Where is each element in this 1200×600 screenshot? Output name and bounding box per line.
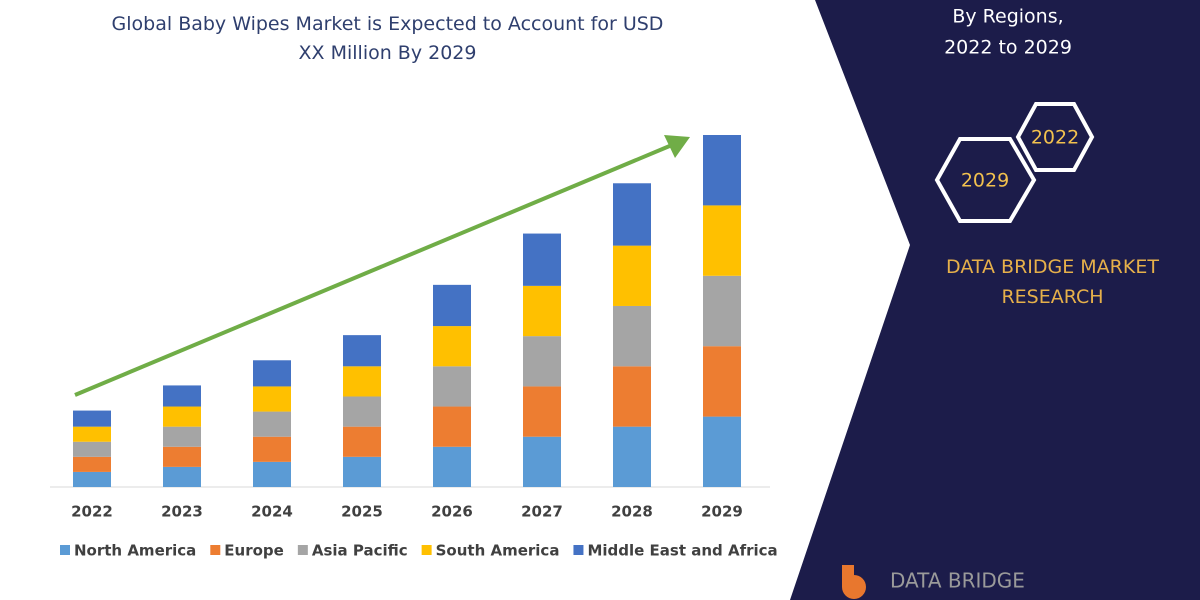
badge: 2022 (1031, 127, 1079, 149)
badge: 2029 (961, 170, 1009, 192)
bar-segment (523, 336, 561, 387)
bar-segment (523, 285, 561, 337)
bar-segment (163, 385, 201, 407)
bar-segment (343, 335, 381, 367)
legend-label: Middle East and Africa (587, 542, 777, 560)
bar-segment (523, 386, 561, 437)
bar-segment (613, 183, 651, 246)
x-tick-label: 2022 (71, 503, 113, 521)
legend-swatch (421, 545, 432, 555)
bar-segment (433, 366, 471, 407)
x-tick-label: 2026 (431, 503, 473, 521)
legend-swatch (60, 545, 70, 555)
bar-segment (523, 233, 561, 286)
bar-segment (703, 416, 741, 487)
bar-segment (73, 410, 111, 427)
legend-swatch (210, 545, 221, 555)
bar-segment (703, 275, 741, 347)
chart-title: Global Baby Wipes Market is Expected to … (111, 13, 664, 64)
bar-segment (73, 471, 111, 487)
bar-segment (703, 346, 741, 417)
bar-segment (163, 426, 201, 447)
arrow-head (664, 135, 690, 158)
bar-segment (433, 406, 471, 447)
bar-segment (163, 466, 201, 487)
panel-line: By Regions, (952, 6, 1063, 28)
bar-segment (433, 446, 471, 487)
bar-segment (703, 135, 741, 206)
bar-segment (343, 456, 381, 487)
logo-text: DATA BRIDGE (890, 569, 1025, 593)
bar-segment (253, 386, 291, 412)
bar-segment (343, 396, 381, 427)
bar-segment (73, 456, 111, 472)
x-tick-label: 2027 (521, 503, 563, 521)
hexagon (1015, 102, 1095, 172)
bar-segment (613, 305, 651, 367)
x-tick-label: 2023 (161, 503, 203, 521)
bar-segment (343, 366, 381, 397)
bar-segment (163, 406, 201, 427)
x-tick-label: 2024 (251, 503, 293, 521)
bar-segment (253, 360, 291, 387)
x-tick-label: 2029 (701, 503, 743, 521)
x-tick-label: 2028 (611, 503, 653, 521)
brand-box: DATA BRIDGE MARKET RESEARCH (946, 256, 1159, 308)
legend-label: South America (436, 542, 560, 560)
legend-label: Asia Pacific (312, 542, 408, 560)
bar-segment (253, 411, 291, 437)
panel-line: 2022 to 2029 (944, 37, 1072, 59)
bar-segment (523, 436, 561, 487)
bar-segment (433, 284, 471, 327)
legend-swatch (573, 545, 584, 555)
brand: DATA BRIDGE MARKET RESEARCH (946, 256, 1159, 308)
logo-icon (842, 565, 866, 599)
side-panel (790, 0, 1200, 600)
bar-segment (253, 461, 291, 487)
bar-segment (613, 245, 651, 306)
bar-segment (703, 205, 741, 276)
trend-arrow (74, 143, 673, 397)
bar-segment (253, 436, 291, 462)
bar-segment (73, 426, 111, 442)
legend-label: North America (74, 542, 196, 560)
bar-segment (433, 326, 471, 367)
bar-segment (613, 366, 651, 427)
bar-segment (343, 426, 381, 457)
x-tick-label: 2025 (341, 503, 383, 521)
legend-swatch (297, 545, 308, 555)
hexagon (934, 137, 1037, 223)
bar-segment (163, 446, 201, 467)
bar-segment (73, 441, 111, 457)
bar-segment (613, 426, 651, 487)
legend-label: Europe (224, 542, 284, 560)
